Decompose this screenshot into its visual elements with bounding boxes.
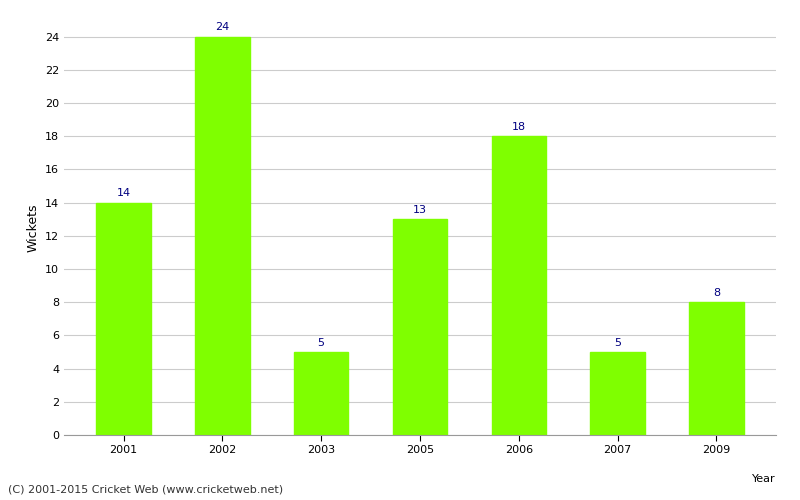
Bar xyxy=(590,352,645,435)
Text: 13: 13 xyxy=(413,205,427,215)
Bar xyxy=(492,136,546,435)
Text: 8: 8 xyxy=(713,288,720,298)
Text: 14: 14 xyxy=(117,188,130,198)
Bar xyxy=(393,219,447,435)
Y-axis label: Wickets: Wickets xyxy=(26,203,39,252)
Text: Year: Year xyxy=(752,474,776,484)
Text: 18: 18 xyxy=(512,122,526,132)
Text: 5: 5 xyxy=(318,338,325,348)
Text: (C) 2001-2015 Cricket Web (www.cricketweb.net): (C) 2001-2015 Cricket Web (www.cricketwe… xyxy=(8,485,283,495)
Bar xyxy=(195,36,250,435)
Bar xyxy=(96,202,150,435)
Bar xyxy=(690,302,744,435)
Bar xyxy=(294,352,348,435)
Text: 24: 24 xyxy=(215,22,230,32)
Text: 5: 5 xyxy=(614,338,621,348)
